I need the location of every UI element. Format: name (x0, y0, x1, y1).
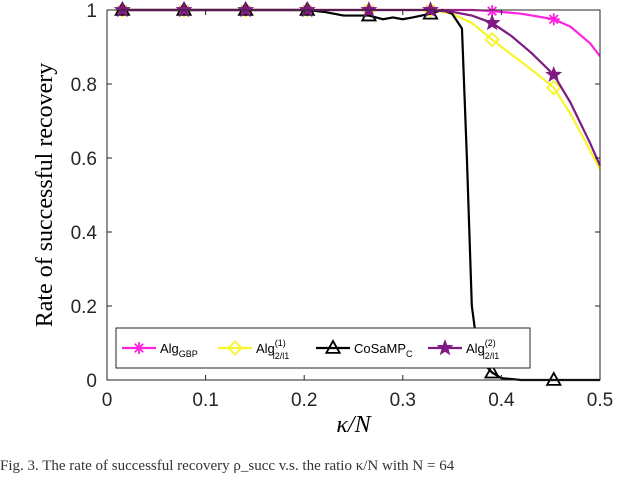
legend-label-0: AlgGBP (160, 341, 198, 359)
x-tick-label-5: 0.5 (587, 390, 613, 411)
legend-marker-1 (227, 340, 243, 356)
y-tick-label-3: 0.6 (71, 149, 97, 170)
series-0-point-7 (547, 13, 560, 26)
series-2-point-7 (545, 371, 562, 386)
legend-marker-0 (133, 342, 145, 354)
y-tick-label-5: 1 (86, 1, 97, 22)
series-3-point-1 (175, 1, 193, 18)
legend-label-3: Alg(2) l2/l1 (466, 338, 499, 361)
plot-area (107, 10, 600, 380)
series-3-point-7 (545, 65, 563, 82)
legend-item-3: Alg(2) l2/l1 (428, 338, 499, 361)
series-3-point-0 (113, 1, 131, 18)
series-1-point-7 (545, 79, 562, 96)
y-tick-label-4: 0.8 (71, 75, 97, 96)
x-tick-label-2: 0.2 (291, 390, 317, 411)
y-tick-label-1: 0.2 (71, 297, 97, 318)
x-tick-label-1: 0.1 (192, 390, 218, 411)
y-tick-label-0: 0 (86, 371, 97, 392)
series-1-point-6 (484, 31, 500, 48)
recovery-rate-chart: 0 0.1 0.2 0.3 0.4 0.5 0 0.2 0.4 0.6 0.8 1 κ/N Rate … (32, 1, 614, 438)
legend-marker-3 (436, 339, 454, 356)
axes-layer (106, 9, 601, 381)
series-2-point-6 (483, 363, 501, 379)
series-3-point-4 (360, 1, 378, 18)
ticks-layer: 0 0.1 0.2 0.3 0.4 0.5 0 0.2 0.4 0.6 0.8 1 (71, 1, 614, 411)
x-tick-label-4: 0.4 (488, 390, 515, 411)
series-3-point-6 (483, 14, 501, 31)
series-3-point-2 (237, 1, 255, 18)
legend-item-2: CoSaMPC (316, 339, 413, 359)
x-tick-label-3: 0.3 (390, 390, 416, 411)
x-tick-label-0: 0 (102, 390, 113, 411)
series-3-point-3 (298, 1, 316, 18)
series-3-point-5 (422, 1, 439, 18)
figure-caption: Fig. 3. The rate of successful recovery … (0, 458, 455, 474)
plot-background (107, 10, 600, 380)
legend: AlgGBP Alg(1) l2/l1 CoSaMPC Alg(2) l2/l1 (115, 327, 531, 369)
legend-label-2: CoSaMPC (354, 341, 413, 359)
legend-item-0: AlgGBP (122, 341, 198, 359)
y-axis-label: Rate of successful recovery (32, 63, 58, 328)
legend-item-1: Alg(1) l2/l1 (218, 338, 289, 361)
axes-frame (106, 9, 601, 381)
legend-marker-2 (324, 339, 342, 354)
y-tick-label-2: 0.4 (71, 223, 98, 244)
legend-label-1: Alg(1) l2/l1 (256, 338, 289, 361)
x-axis-label: κ/N (336, 412, 372, 438)
